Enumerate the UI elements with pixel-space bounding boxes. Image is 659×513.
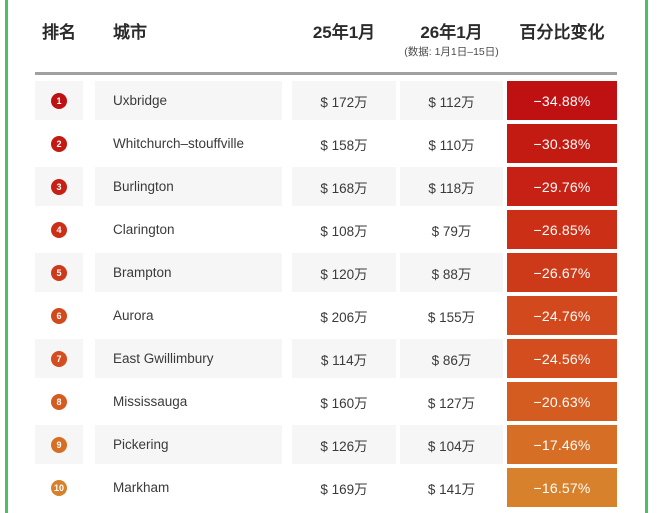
rank-cell: 6 [35,296,83,335]
rank-badge: 5 [51,264,67,281]
table-header-row: 排名 城市 25年1月 26年1月 (数据: 1月1日–15日) 百分比变化 [35,0,617,59]
header-city: 城市 [95,22,282,44]
table-row: 1 Uxbridge $ 172万 $ 112万 −34.88% [35,81,617,120]
city-cell: Markham [113,480,170,495]
table-row: 2 Whitchurch–stouffville $ 158万 $ 110万 −30.3… [35,124,617,163]
header-rank: 排名 [35,22,83,44]
price-jan25-cell: $ 108万 [320,223,368,239]
pct-change-cell: −17.46% [507,425,617,464]
pct-change-cell: −26.85% [507,210,617,249]
header-pct-label: 百分比变化 [519,23,605,42]
pct-change-cell: −26.67% [507,253,617,292]
rank-cell: 8 [35,382,83,421]
header-city-label: 城市 [113,23,147,42]
table-body: 1 Uxbridge $ 172万 $ 112万 −34.88% 2 Whitchurch–… [35,81,617,507]
rank-cell: 3 [35,167,83,206]
price-jan25-cell: $ 120万 [292,253,396,292]
pct-change-cell: −24.56% [507,339,617,378]
price-jan26-cell: $ 110万 [428,137,475,153]
rank-badge: 6 [51,307,67,324]
rank-badge: 1 [51,92,67,109]
rank-cell: 10 [35,468,83,507]
table-row: 10 Markham $ 169万 $ 141万 −16.57% [35,468,617,507]
header-jan26-label: 26年1月 [420,23,483,42]
pct-change-cell: −29.76% [507,167,617,206]
rank-badge: 7 [51,350,67,367]
rank-cell: 5 [35,253,83,292]
price-jan26-cell: $ 118万 [400,167,503,206]
city-cell: Brampton [95,253,282,292]
pct-change-cell: −16.57% [507,468,617,507]
city-cell: Aurora [113,308,154,323]
city-cell: Clarington [113,222,175,237]
header-jan26-note: (数据: 1月1日–15日) [404,46,499,58]
city-cell: Pickering [95,425,282,464]
pct-change-cell: −24.76% [507,296,617,335]
pct-change-cell: −34.88% [507,81,617,120]
table-row: 9 Pickering $ 126万 $ 104万 −17.46% [35,425,617,464]
city-cell: Mississauga [113,394,188,409]
city-cell: Uxbridge [95,81,282,120]
price-jan25-cell: $ 172万 [292,81,396,120]
header-jan25-label: 25年1月 [312,23,376,42]
city-cell: East Gwillimbury [95,339,282,378]
rank-cell: 7 [35,339,83,378]
ranking-table: 排名 城市 25年1月 26年1月 (数据: 1月1日–15日) 百分比变化 1… [35,0,617,511]
rank-cell: 1 [35,81,83,120]
rank-cell: 9 [35,425,83,464]
price-jan25-cell: $ 114万 [292,339,396,378]
rank-badge: 9 [51,436,67,453]
header-rank-label: 排名 [42,23,76,42]
city-cell: Burlington [95,167,282,206]
price-jan25-cell: $ 168万 [292,167,396,206]
price-jan26-cell: $ 112万 [400,81,503,120]
pct-change-cell: −30.38% [507,124,617,163]
rank-cell: 2 [35,124,83,163]
card-border-right [645,0,648,513]
table-row: 7 East Gwillimbury $ 114万 $ 86万 −24.56% [35,339,617,378]
price-jan25-cell: $ 126万 [292,425,396,464]
price-jan26-cell: $ 104万 [400,425,503,464]
header-divider [35,72,617,75]
rank-badge: 10 [51,479,67,496]
price-jan26-cell: $ 79万 [431,223,472,239]
table-row: 3 Burlington $ 168万 $ 118万 −29.76% [35,167,617,206]
price-jan26-cell: $ 155万 [427,309,476,325]
table-row: 8 Mississauga $ 160万 $ 127万 −20.63% [35,382,617,421]
price-jan26-cell: $ 86万 [400,339,503,378]
price-jan26-cell: $ 88万 [400,253,503,292]
header-pct: 百分比变化 [507,22,617,44]
header-jan25: 25年1月 [292,22,396,44]
table-row: 5 Brampton $ 120万 $ 88万 −26.67% [35,253,617,292]
price-jan26-cell: $ 127万 [427,395,476,411]
price-jan25-cell: $ 160万 [320,395,368,411]
price-jan26-cell: $ 141万 [427,481,476,497]
rank-badge: 4 [51,221,67,238]
table-row: 4 Clarington $ 108万 $ 79万 −26.85% [35,210,617,249]
header-jan26: 26年1月 (数据: 1月1日–15日) [400,22,503,59]
rank-cell: 4 [35,210,83,249]
pct-change-cell: −20.63% [507,382,617,421]
rank-badge: 2 [51,135,67,152]
city-cell: Whitchurch–stouffville [113,136,245,151]
card-border-left [5,0,8,513]
table-row: 6 Aurora $ 206万 $ 155万 −24.76% [35,296,617,335]
rank-badge: 3 [51,178,67,195]
rank-badge: 8 [51,393,67,410]
price-jan25-cell: $ 206万 [320,309,368,325]
price-jan25-cell: $ 158万 [320,137,368,153]
price-jan25-cell: $ 169万 [320,481,368,497]
